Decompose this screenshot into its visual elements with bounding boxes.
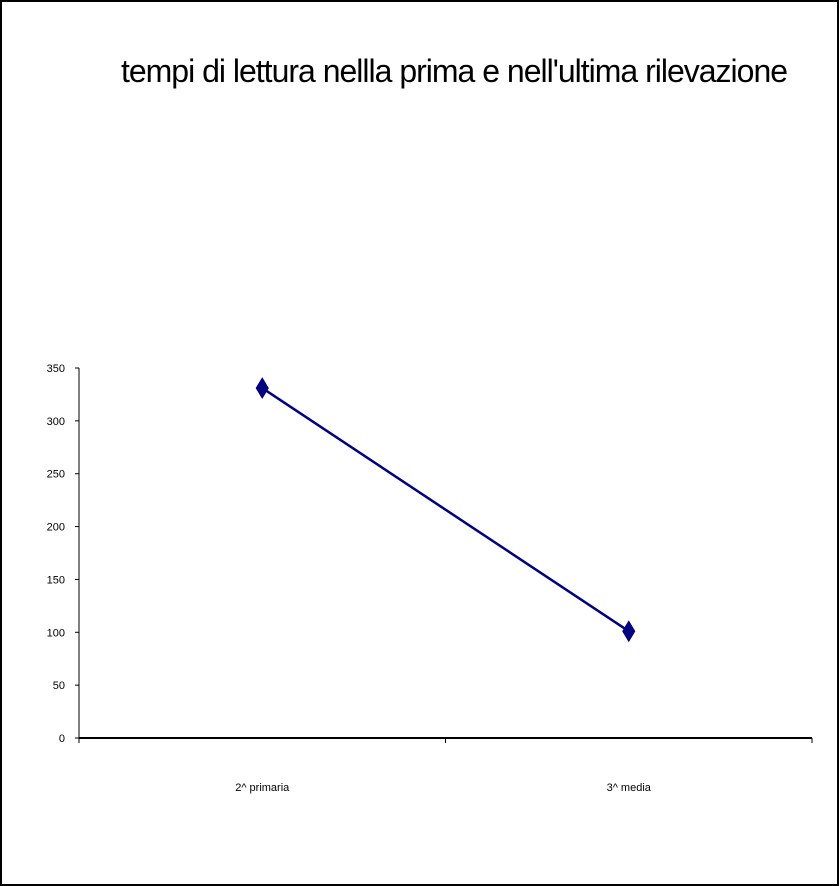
y-tick-label: 300 [47, 416, 65, 428]
y-tick-label: 150 [47, 574, 65, 586]
y-tick-label: 350 [47, 363, 65, 375]
y-tick-label: 250 [47, 469, 65, 481]
data-point-marker [255, 377, 269, 400]
chart-title: tempi di lettura nellla prima e nell'ult… [121, 53, 787, 89]
data-point-marker [622, 620, 636, 643]
x-axis-ticks: 2^ primaria 3^ media [78, 738, 813, 794]
x-tick-label: 3^ media [607, 782, 652, 794]
y-axis-ticks: 0 50 100 150 200 250 300 350 [47, 363, 79, 745]
x-tick-label: 2^ primaria [235, 782, 290, 794]
y-tick-label: 200 [47, 522, 65, 534]
series-group [255, 377, 636, 643]
series-line [261, 387, 630, 633]
y-tick-label: 0 [59, 733, 65, 745]
y-tick-label: 50 [53, 680, 65, 692]
y-tick-label: 100 [47, 627, 65, 639]
